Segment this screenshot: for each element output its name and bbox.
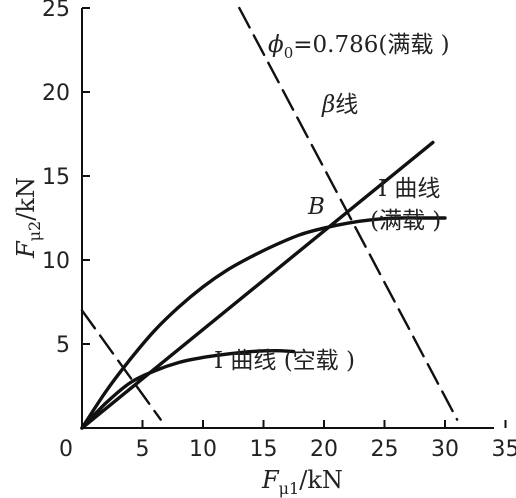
curve-full-load bbox=[80, 216, 447, 430]
x-tick-label: 10 bbox=[189, 437, 217, 462]
y-axis-label: Fμ2/kN bbox=[12, 177, 44, 259]
x-tick-label: 30 bbox=[431, 437, 459, 462]
x-tick-label: 5 bbox=[136, 437, 150, 462]
y-tick-label: 10 bbox=[42, 249, 70, 274]
axes bbox=[81, 8, 494, 429]
x-tick-label: 35 bbox=[492, 437, 516, 462]
y-tick-label: 25 bbox=[42, 0, 70, 22]
x-ticks: 0 5 10 15 20 25 30 35 bbox=[59, 420, 516, 462]
x-axis-label: Fμ1/kN bbox=[261, 466, 343, 498]
beta-annotation: β线 bbox=[321, 92, 358, 118]
y-tick-label: 15 bbox=[42, 165, 70, 190]
x-tick-label: 15 bbox=[250, 437, 278, 462]
labels: Fμ1/kN Fμ2/kN ϕ0=0.786(满载 ) β线 I 曲线 (满载 … bbox=[12, 32, 450, 498]
empty-dashed-line bbox=[80, 309, 162, 421]
y-tick-label: 5 bbox=[56, 333, 70, 358]
x-tick-label: 0 bbox=[59, 437, 73, 462]
x-tick-label: 20 bbox=[310, 437, 338, 462]
point-b-label: B bbox=[307, 194, 325, 220]
phi-annotation: ϕ0=0.786(满载 ) bbox=[268, 32, 450, 62]
y-tick-label: 20 bbox=[42, 81, 70, 106]
beta-line bbox=[80, 140, 435, 430]
curve-full-label-line2: (满载 ) bbox=[370, 208, 441, 234]
curve-empty-load bbox=[80, 349, 296, 430]
phi-dashed-line bbox=[238, 6, 459, 421]
y-ticks: 5 10 15 20 25 bbox=[42, 0, 90, 358]
curve-full-label-line1: I 曲线 bbox=[378, 176, 440, 202]
series-group bbox=[80, 6, 459, 430]
x-tick-label: 25 bbox=[371, 437, 399, 462]
curve-empty-label: I 曲线 (空载 ) bbox=[214, 348, 355, 374]
